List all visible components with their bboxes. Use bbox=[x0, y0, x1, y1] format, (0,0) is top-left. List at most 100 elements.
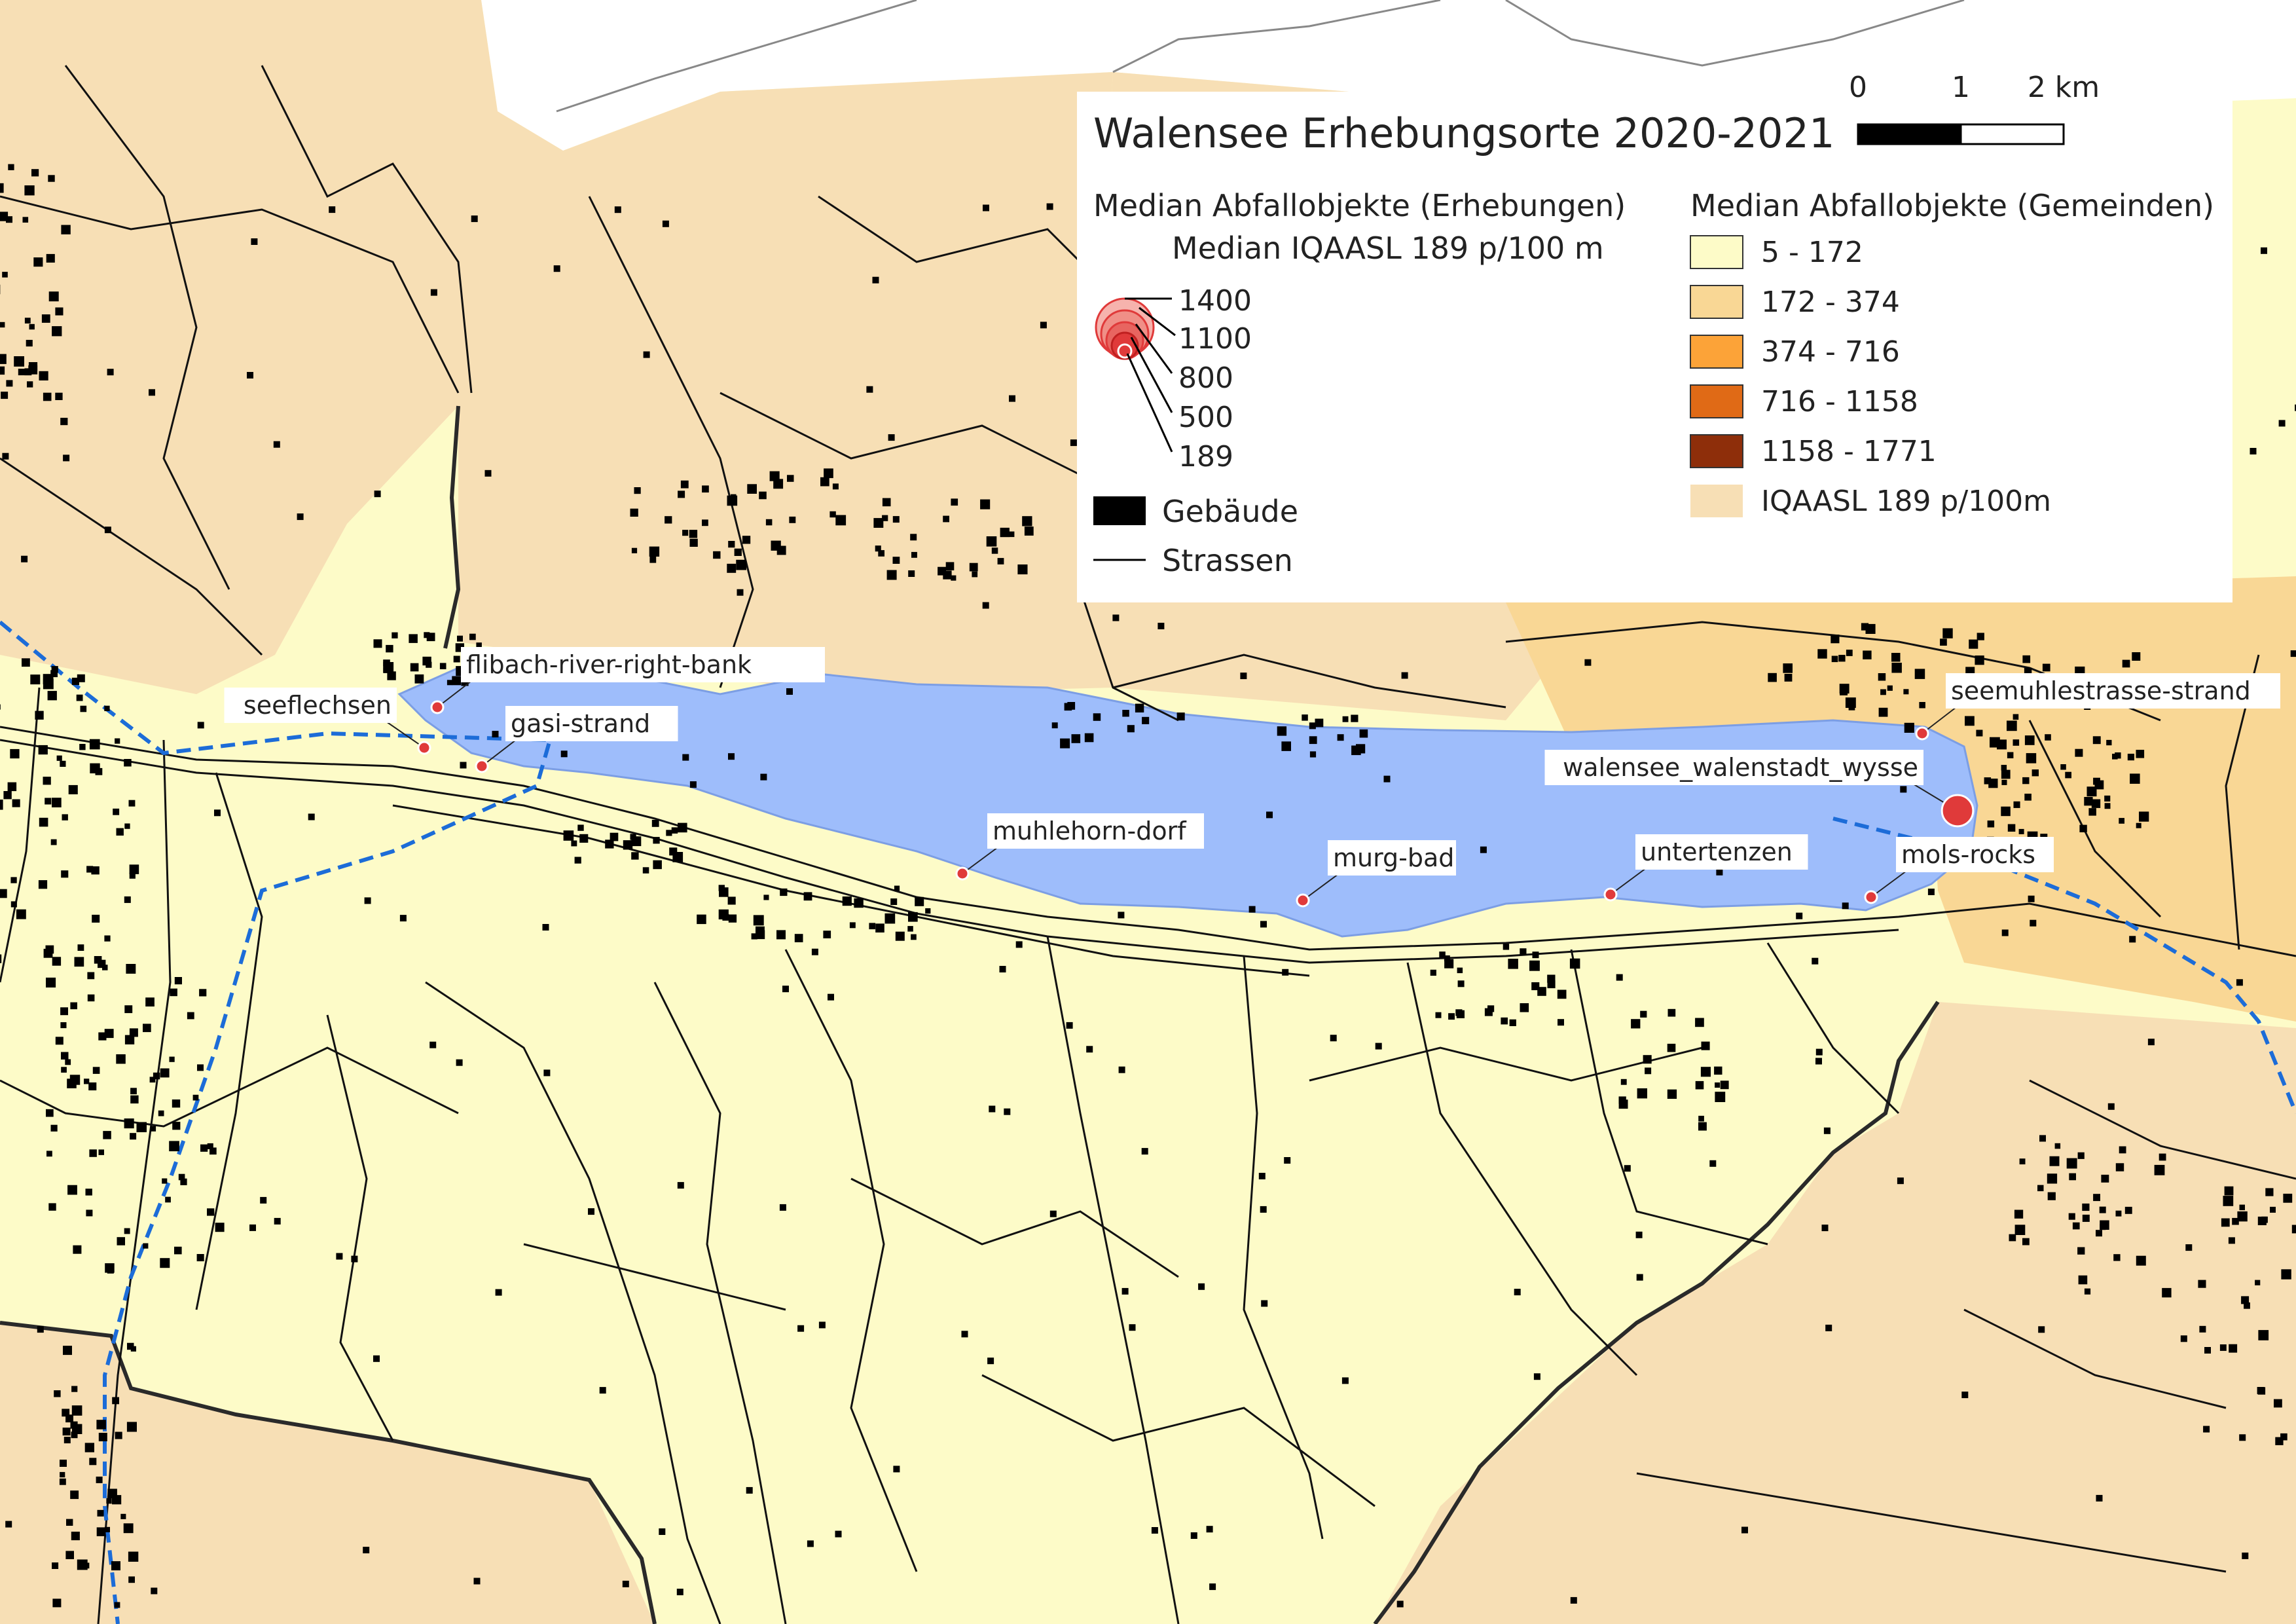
building bbox=[1842, 902, 1849, 910]
building bbox=[2185, 1244, 2193, 1251]
building bbox=[10, 748, 20, 759]
building bbox=[2014, 1209, 2024, 1219]
building bbox=[115, 1431, 122, 1439]
building bbox=[1266, 811, 1273, 819]
building bbox=[1984, 777, 1992, 784]
building bbox=[14, 356, 24, 367]
building bbox=[1715, 1082, 1721, 1088]
building bbox=[2278, 420, 2286, 427]
building bbox=[2014, 1225, 2026, 1235]
building bbox=[1897, 1177, 1904, 1185]
building bbox=[888, 434, 895, 441]
class-swatch-2 bbox=[1690, 335, 1743, 369]
building bbox=[1975, 655, 1984, 665]
building bbox=[66, 1519, 73, 1526]
building bbox=[1636, 1274, 1643, 1281]
site-point-8[interactable] bbox=[1941, 794, 1975, 828]
building bbox=[1927, 889, 1935, 895]
building bbox=[1547, 980, 1556, 989]
site-point-5[interactable] bbox=[1603, 887, 1618, 902]
building bbox=[643, 351, 650, 358]
building bbox=[1667, 1043, 1676, 1052]
survey-legend-heading: Median Abfallobjekte (Erhebungen) bbox=[1093, 188, 1626, 223]
building bbox=[961, 1331, 968, 1338]
building bbox=[414, 674, 424, 684]
building bbox=[2054, 1143, 2061, 1149]
building bbox=[2013, 714, 2019, 720]
building bbox=[1121, 1287, 1129, 1295]
building bbox=[10, 877, 17, 883]
building bbox=[869, 923, 876, 930]
site-label-box-5 bbox=[1635, 834, 1808, 870]
building bbox=[1643, 1055, 1652, 1064]
building bbox=[1484, 1008, 1493, 1016]
building bbox=[951, 498, 958, 506]
building bbox=[1383, 775, 1391, 783]
building bbox=[1620, 1079, 1627, 1085]
building bbox=[2030, 919, 2037, 927]
building bbox=[797, 1325, 805, 1332]
building bbox=[2139, 811, 2149, 822]
building bbox=[2001, 806, 2011, 817]
building bbox=[172, 1099, 181, 1108]
site-point-3[interactable] bbox=[955, 866, 970, 881]
building bbox=[1796, 912, 1803, 919]
building bbox=[2203, 1426, 2210, 1433]
building bbox=[130, 1095, 139, 1104]
building bbox=[2283, 1193, 2293, 1203]
building bbox=[2042, 663, 2050, 672]
building bbox=[842, 896, 852, 906]
building bbox=[207, 1208, 215, 1216]
municipality-area-iqaasl-se bbox=[1375, 1002, 2296, 1624]
building bbox=[697, 914, 706, 925]
building bbox=[26, 340, 33, 347]
site-point-2[interactable] bbox=[475, 759, 489, 773]
building bbox=[780, 888, 788, 896]
building bbox=[2069, 1173, 2076, 1181]
building bbox=[1919, 702, 1925, 709]
building bbox=[2066, 1158, 2077, 1169]
building bbox=[727, 563, 737, 573]
site-point-7[interactable] bbox=[1915, 726, 1929, 741]
building bbox=[1260, 921, 1267, 928]
building bbox=[71, 1431, 78, 1439]
building bbox=[811, 948, 818, 955]
building bbox=[98, 1149, 104, 1155]
building bbox=[131, 1555, 138, 1562]
class-label-0: 5 - 172 bbox=[1761, 236, 1863, 269]
building bbox=[1341, 1377, 1349, 1384]
building bbox=[96, 1527, 106, 1536]
building bbox=[65, 1414, 73, 1423]
bubble-label-1400: 1400 bbox=[1178, 284, 1252, 318]
class-swatch-0 bbox=[1690, 235, 1743, 269]
building bbox=[2261, 247, 2267, 254]
site-point-6[interactable] bbox=[1864, 890, 1878, 904]
site-label-box-2 bbox=[505, 706, 678, 741]
building bbox=[987, 1357, 994, 1365]
building bbox=[2242, 1552, 2249, 1559]
building bbox=[424, 632, 430, 638]
building bbox=[728, 541, 735, 548]
building bbox=[2107, 1103, 2115, 1110]
building bbox=[43, 674, 54, 684]
building bbox=[878, 550, 884, 557]
bubble-label-800: 800 bbox=[1178, 361, 1233, 395]
building bbox=[31, 169, 39, 177]
building bbox=[16, 909, 26, 919]
building bbox=[662, 220, 669, 227]
site-point-1[interactable] bbox=[417, 741, 431, 755]
building bbox=[553, 265, 560, 272]
site-point-4[interactable] bbox=[1296, 893, 1310, 908]
building bbox=[1840, 687, 1848, 695]
building bbox=[98, 1433, 107, 1441]
building bbox=[1009, 395, 1015, 402]
building bbox=[128, 1576, 135, 1583]
building bbox=[1359, 729, 1368, 738]
building bbox=[1520, 948, 1527, 955]
building bbox=[1356, 744, 1366, 754]
building bbox=[986, 536, 997, 547]
site-label-8: walensee_walenstadt_wysse bbox=[1563, 753, 1918, 782]
building bbox=[114, 1602, 120, 1608]
site-point-0[interactable] bbox=[430, 700, 445, 714]
building bbox=[873, 518, 884, 528]
